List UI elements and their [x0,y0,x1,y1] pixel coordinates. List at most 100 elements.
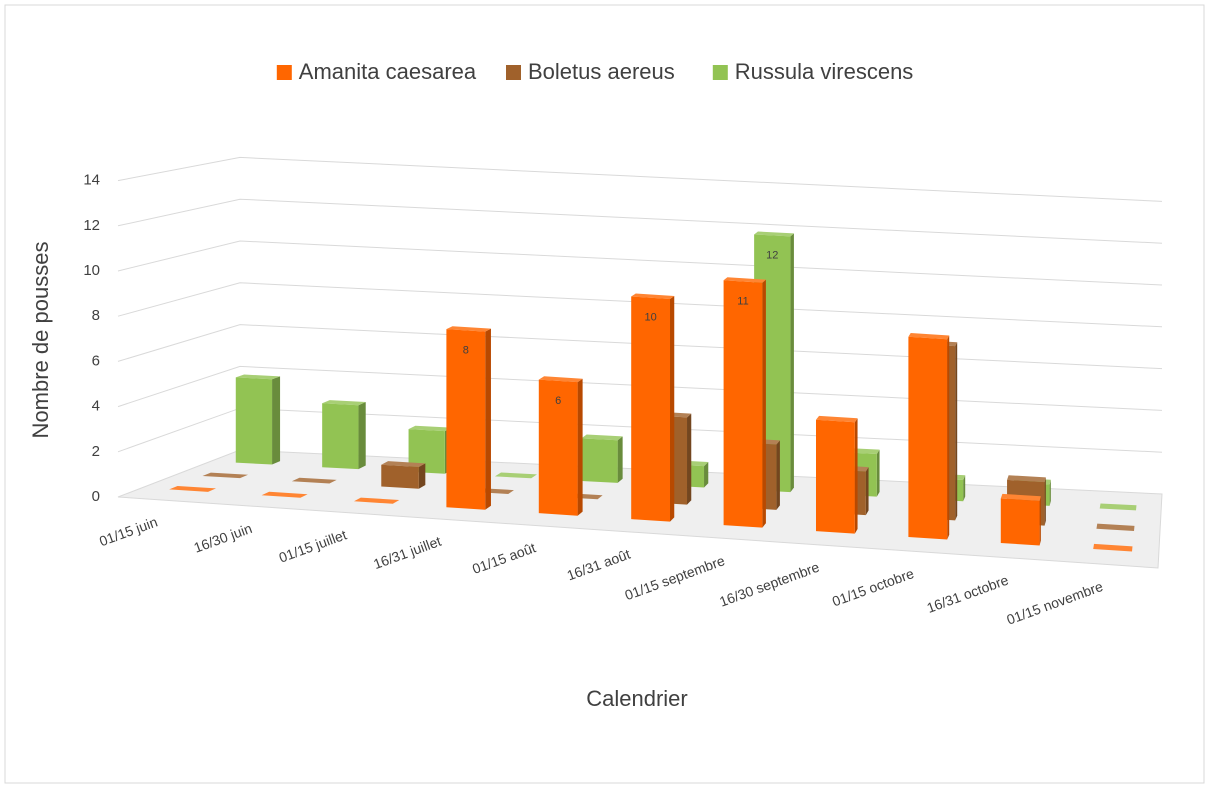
bar-front [381,464,419,489]
bar-side [358,401,366,470]
bar [908,333,950,540]
bar-side [876,449,880,497]
chart-border [4,4,1205,784]
bar-front [908,336,948,540]
bar [1093,543,1133,552]
data-label: 8 [463,344,469,356]
bar-top [1000,493,1041,501]
bar-top [261,491,308,498]
bar-side [963,475,966,502]
bar-side [854,418,858,534]
bar [723,277,766,528]
bar-side [577,378,583,516]
bar-front [815,419,855,534]
bar-side [865,467,869,516]
legend-swatch [506,65,521,80]
bar-top [1007,475,1046,483]
bar-side [1044,477,1046,526]
y-tick-label: 2 [92,443,100,460]
bar [353,497,400,504]
bar-front [538,379,578,516]
bar-side [418,463,426,489]
data-label: 11 [737,295,748,307]
bar-top [235,374,281,380]
legend-swatch [712,65,728,80]
data-label: 10 [644,312,656,324]
bar-front [581,438,618,483]
grid-line [117,324,1163,370]
y-tick-label: 8 [92,307,100,324]
bar-top [169,485,217,492]
bar-side [776,440,780,510]
bar-top [815,415,858,423]
bar-front [723,280,763,528]
bar [1000,493,1041,546]
grid-line [117,198,1163,244]
grid-line [117,240,1163,286]
bar-side [485,328,491,510]
bar [322,400,366,470]
bar-top [291,477,337,484]
bar-top [202,472,249,479]
bar [291,477,337,484]
bar [446,326,491,510]
bar-front [446,329,486,510]
bar-top [538,376,583,383]
bar-top [408,425,452,432]
y-tick-label: 10 [83,262,100,279]
bar-top [723,277,766,283]
legend-label: Boletus aereus [528,59,675,84]
bar-side [704,462,709,488]
bar-side [1049,479,1051,506]
bar-side [617,436,623,483]
grid-line [117,282,1163,328]
y-tick-label: 0 [92,488,100,505]
bar [381,461,426,489]
bar-top [631,293,675,300]
bar-top [908,333,950,340]
bar [202,472,249,479]
y-axis-title: Nombre de pousses [28,242,53,439]
bar-top [494,472,537,479]
legend-swatch [276,65,292,80]
bar [815,415,858,534]
y-tick-label: 4 [92,398,100,415]
x-axis-title: Calendrier [586,686,688,711]
data-label: 6 [555,395,561,407]
bar [1099,503,1137,511]
bar-top [581,434,623,441]
bar [169,485,217,492]
bar-side [955,342,958,521]
bar [235,374,281,465]
bar-top [381,461,426,467]
bar-side [272,376,281,465]
bar-top [1096,523,1135,531]
bar-top [1099,503,1137,511]
bar-front [408,429,445,474]
bar-side [687,413,692,505]
bar [494,472,537,479]
data-label: 12 [766,249,778,261]
bar-top [1093,543,1133,552]
y-tick-label: 6 [92,352,100,369]
bar-top [446,326,491,332]
bar-front [235,377,273,465]
grid-line [117,156,1163,202]
bar-top [754,231,794,237]
legend-label: Russula virescens [735,59,914,84]
bar [631,293,675,522]
bar-side [670,295,675,522]
bar-front [631,296,671,522]
bar [538,376,583,516]
bar [581,434,623,483]
bar-top [322,400,366,406]
legend-label: Amanita caesarea [299,59,477,84]
bar [261,491,308,498]
bar-side [790,233,794,493]
bar [1096,523,1135,531]
bar-side [1039,496,1041,546]
y-tick-label: 12 [83,217,100,234]
bar-side [947,335,950,540]
bar-front [1000,498,1040,546]
